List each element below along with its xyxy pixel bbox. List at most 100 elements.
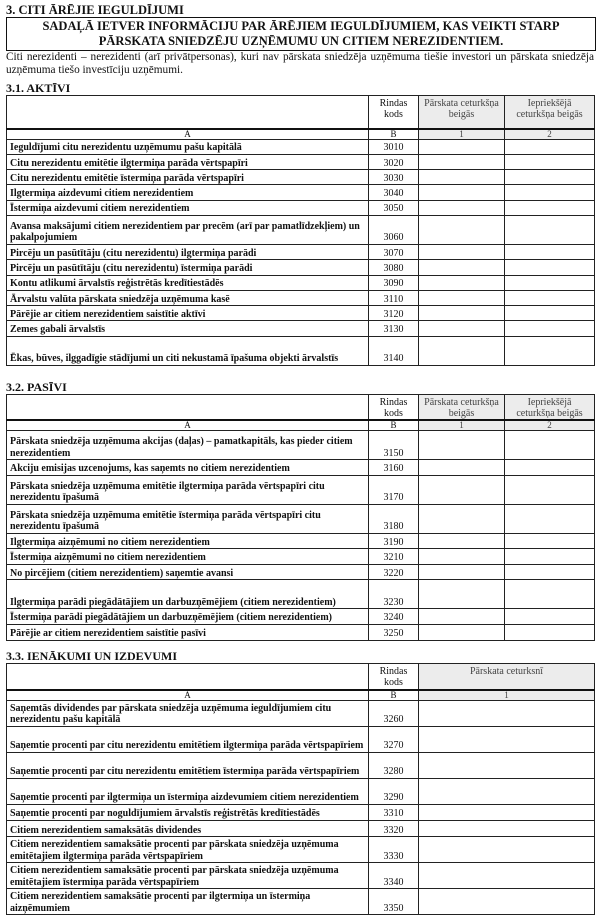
table-row: Saņemtie procenti par ilgtermiņa un īste… xyxy=(6,777,595,805)
row-label: Citiem nerezidentiem samaksātie procenti… xyxy=(6,888,369,916)
row-label: Pircēju un pasūtītāju (citu nerezidentu)… xyxy=(6,243,369,261)
value-cell-1 xyxy=(418,430,505,460)
value-cell-2 xyxy=(504,532,595,550)
table-row: Pārējie ar citiem nerezidentiem saistīti… xyxy=(6,305,595,322)
value-cell-1 xyxy=(418,608,505,625)
row-label: Ārvalstu valūta pārskata sniedzēja uzņēm… xyxy=(6,289,369,307)
value-cell-1 xyxy=(418,888,595,916)
row-code: 3220 xyxy=(368,563,419,581)
row-code: 3120 xyxy=(368,305,419,322)
header-blank xyxy=(6,394,369,421)
value-cell-1 xyxy=(418,459,505,476)
header-quarter: Pārskata ceturksnī xyxy=(418,663,595,690)
value-cell-2 xyxy=(504,623,595,641)
section-title-income-expenses: 3.3. IENĀKUMI UN IZDEVUMI xyxy=(6,649,178,663)
value-cell-1 xyxy=(418,199,505,216)
table-row: Ieguldījumi citu nerezidentu uzņēmumu pa… xyxy=(6,138,595,155)
row-code: 3090 xyxy=(368,274,419,291)
row-label: Saņemtās dividendes par pārskata sniedzē… xyxy=(6,699,369,727)
table-row: Īstermiņa parādi piegādātājiem un darbuz… xyxy=(6,608,595,625)
row-code: 3150 xyxy=(368,430,419,460)
row-code: 3110 xyxy=(368,289,419,307)
row-code: 3030 xyxy=(368,169,419,186)
col-1-label: 1 xyxy=(418,419,505,431)
row-code: 3210 xyxy=(368,548,419,565)
table-row: Ilgtermiņa aizdevumi citiem nerezidentie… xyxy=(6,184,595,201)
row-code: 3060 xyxy=(368,214,419,245)
header-row-code: Rindas kods xyxy=(368,663,419,690)
row-code: 3280 xyxy=(368,751,419,779)
table-row: Citu nerezidentu emitētie ilgtermiņa par… xyxy=(6,153,595,171)
value-cell-2 xyxy=(504,259,595,276)
row-label: Pārējie ar citiem nerezidentiem saistīti… xyxy=(6,623,369,641)
row-label: Citiem nerezidentiem samaksātās dividend… xyxy=(6,819,369,838)
value-cell-2 xyxy=(504,153,595,171)
value-cell-1 xyxy=(418,777,595,805)
col-a-label: A xyxy=(6,688,369,701)
value-cell-1 xyxy=(418,169,505,186)
table-row: Saņemtie procenti par noguldījumiem ārva… xyxy=(6,803,595,821)
header-prev-quarter: Iepriekšējā ceturkšņa beigās xyxy=(504,394,595,421)
page-title: 3. CITI ĀRĒJIE IEGULDĪJUMI xyxy=(6,3,184,17)
value-cell-1 xyxy=(418,699,595,727)
header-end-quarter: Pārskata ceturkšņa beigās xyxy=(418,95,505,129)
row-label: Zemes gabali ārvalstīs xyxy=(6,320,369,337)
value-cell-1 xyxy=(418,153,505,171)
value-cell-2 xyxy=(504,305,595,322)
value-cell-1 xyxy=(418,548,505,565)
row-label: Ieguldījumi citu nerezidentu uzņēmumu pa… xyxy=(6,138,369,155)
col-b-label: B xyxy=(368,688,419,701)
row-code: 3270 xyxy=(368,725,419,753)
table-row: Saņemtie procenti par citu nerezidentu e… xyxy=(6,751,595,779)
value-cell-1 xyxy=(418,243,505,261)
value-cell-1 xyxy=(418,320,505,337)
row-label: Saņemtie procenti par citu nerezidentu e… xyxy=(6,725,369,753)
value-cell-2 xyxy=(504,474,595,505)
value-cell-2 xyxy=(504,199,595,216)
table-row: Pircēju un pasūtītāju (citu nerezidentu)… xyxy=(6,243,595,261)
row-code: 3080 xyxy=(368,259,419,276)
row-code: 3320 xyxy=(368,819,419,838)
value-cell-1 xyxy=(418,803,595,821)
row-code: 3010 xyxy=(368,138,419,155)
value-cell-1 xyxy=(418,751,595,779)
table-row: Īstermiņa aizdevumi citiem nerezidentiem… xyxy=(6,199,595,216)
table-row: Īstermiņa aizņēmumi no citiem nerezident… xyxy=(6,548,595,565)
section-banner: SADAĻĀ IETVER INFORMĀCIJU PAR ĀRĒJIEM IE… xyxy=(6,17,596,51)
value-cell-2 xyxy=(504,138,595,155)
row-label: Īstermiņa aizdevumi citiem nerezidentiem xyxy=(6,199,369,216)
table-row: Zemes gabali ārvalstīs 3130 xyxy=(6,320,595,337)
col-1-label: 1 xyxy=(418,688,595,701)
row-code: 3250 xyxy=(368,623,419,641)
table-row: Avansa maksājumi citiem nerezidentiem pa… xyxy=(6,214,595,245)
header-row: Rindas kods Pārskata ceturkšņa beigās Iepr… xyxy=(6,95,595,129)
value-cell-1 xyxy=(418,214,505,245)
row-label: Pircēju un pasūtītāju (citu nerezidentu)… xyxy=(6,259,369,276)
row-code: 3040 xyxy=(368,184,419,201)
row-label: Avansa maksājumi citiem nerezidentiem pa… xyxy=(6,214,369,245)
row-label: Saņemtie procenti par ilgtermiņa un īste… xyxy=(6,777,369,805)
header-row: Rindas kods Pārskata ceturksnī xyxy=(6,663,595,690)
row-label: Akciju emisijas uzcenojums, kas saņemts … xyxy=(6,459,369,476)
row-code: 3290 xyxy=(368,777,419,805)
liabilities-table: Rindas kods Pārskata ceturkšņa beigās Iepr… xyxy=(6,394,595,641)
row-label: Citiem nerezidentiem samaksātie procenti… xyxy=(6,862,369,890)
row-label: No pircējiem (citiem nerezidentiem) saņe… xyxy=(6,563,369,581)
row-code: 3050 xyxy=(368,199,419,216)
row-label: Pārskata sniedzēja uzņēmuma emitētie ilg… xyxy=(6,474,369,505)
value-cell-2 xyxy=(504,579,595,610)
table-row: Ilgtermiņa parādi piegādātājiem un darbu… xyxy=(6,579,595,610)
value-cell-1 xyxy=(418,259,505,276)
row-code: 3350 xyxy=(368,888,419,916)
row-code: 3230 xyxy=(368,579,419,610)
table-row: Pircēju un pasūtītāju (citu nerezidentu)… xyxy=(6,259,595,276)
header-blank xyxy=(6,95,369,129)
value-cell-2 xyxy=(504,289,595,307)
row-code: 3260 xyxy=(368,699,419,727)
table-row: Citiem nerezidentiem samaksātās dividend… xyxy=(6,819,595,838)
value-cell-1 xyxy=(418,725,595,753)
table-row: Pārskata sniedzēja uzņēmuma akcijas (daļ… xyxy=(6,430,595,460)
col-b-label: B xyxy=(368,419,419,431)
col-a-label: A xyxy=(6,127,369,140)
